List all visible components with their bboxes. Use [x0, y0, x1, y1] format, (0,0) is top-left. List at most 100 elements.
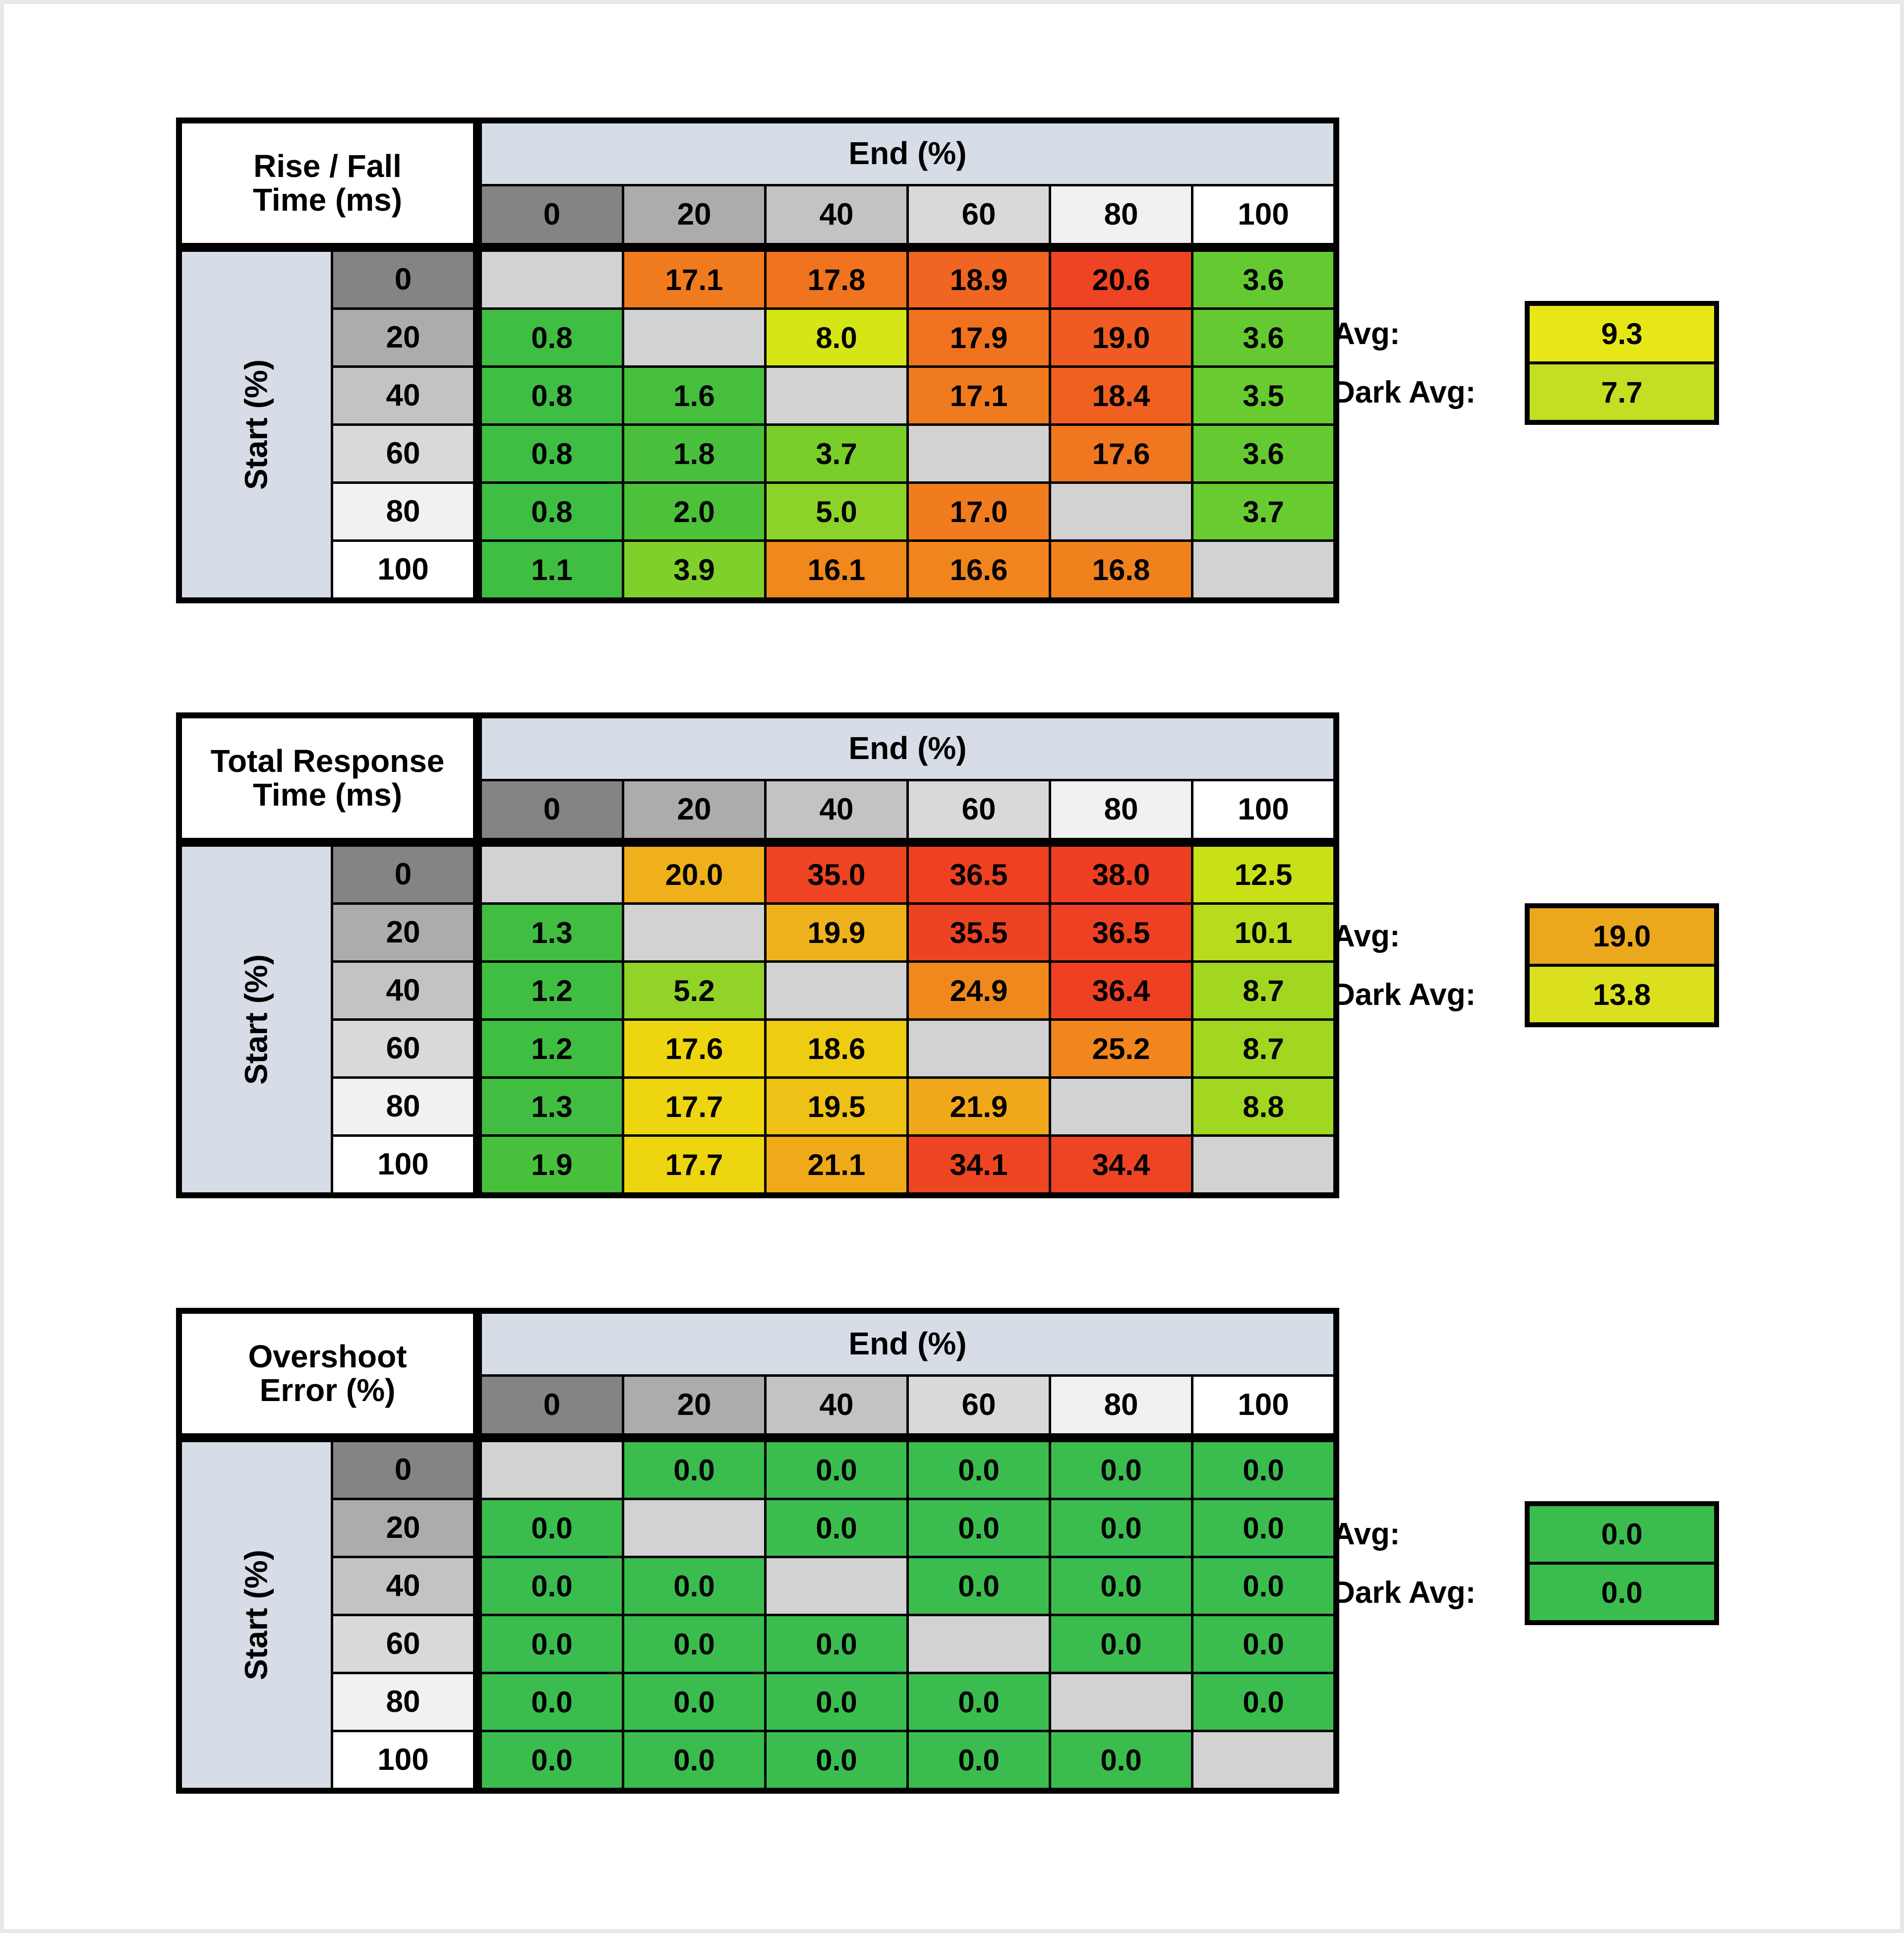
- matrix-cell: 3.7: [767, 426, 906, 481]
- matrix-cell: 1.2: [482, 1021, 622, 1076]
- row-header-40: 40: [333, 963, 473, 1018]
- overshoot-error-avg-value: 0.0: [1530, 1506, 1714, 1562]
- matrix-cell: 0.0: [1051, 1442, 1191, 1498]
- matrix-cell: 1.1: [482, 542, 622, 597]
- column-header-40: 40: [767, 781, 906, 838]
- matrix-cell: 0.0: [909, 1442, 1049, 1498]
- matrix-cell: 0.0: [624, 1616, 764, 1672]
- row-header-0: 0: [333, 847, 473, 902]
- matrix-cell: 35.5: [909, 905, 1049, 960]
- matrix-cell: 17.6: [624, 1021, 764, 1076]
- matrix-cell: 1.2: [482, 963, 622, 1018]
- column-header-100: 100: [1193, 1377, 1333, 1433]
- matrix-cell: 36.5: [1051, 905, 1191, 960]
- overshoot-error-title-line: Overshoot: [248, 1339, 407, 1375]
- matrix-cell: 8.7: [1193, 963, 1333, 1018]
- matrix-cell: 24.9: [909, 963, 1049, 1018]
- matrix-cell: 0.0: [767, 1674, 906, 1730]
- rise-fall-time-dark-avg-value: 7.7: [1530, 364, 1714, 420]
- matrix-cell: 17.6: [1051, 426, 1191, 481]
- matrix-cell: 18.4: [1051, 368, 1191, 423]
- matrix-cell: [767, 963, 906, 1018]
- overshoot-error-dark-avg-label: Dark Avg:: [1333, 1575, 1476, 1610]
- end-percent-label: End (%): [482, 718, 1333, 779]
- total-response-time-dark-avg-label: Dark Avg:: [1333, 977, 1476, 1012]
- start-percent-label: Start (%): [182, 847, 331, 1192]
- matrix-cell: 0.8: [482, 484, 622, 539]
- matrix-cell: 0.0: [909, 1500, 1049, 1556]
- total-response-time-title: Total Response Time (ms): [182, 718, 473, 838]
- overshoot-error-avg-label: Avg:: [1333, 1517, 1400, 1551]
- matrix-cell: 0.0: [767, 1732, 906, 1788]
- matrix-cell: [1051, 1674, 1191, 1730]
- matrix-cell: 0.0: [1051, 1732, 1191, 1788]
- column-header-100: 100: [1193, 186, 1333, 243]
- row-header-80: 80: [333, 484, 473, 539]
- matrix-cell: 17.7: [624, 1137, 764, 1192]
- matrix-cell: 0.0: [1193, 1674, 1333, 1730]
- matrix-cell: 0.0: [1051, 1616, 1191, 1672]
- matrix-cell: 0.0: [767, 1616, 906, 1672]
- overshoot-error-title: Overshoot Error (%): [182, 1314, 473, 1433]
- matrix-cell: 36.4: [1051, 963, 1191, 1018]
- matrix-cell: 0.0: [1193, 1500, 1333, 1556]
- column-header-20: 20: [624, 186, 764, 243]
- matrix-cell: 18.6: [767, 1021, 906, 1076]
- overshoot-error-table: Overshoot Error (%) End (%) 0 20 40 60 80 100 Sta…: [176, 1308, 1339, 1794]
- matrix-cell: 3.6: [1193, 252, 1333, 307]
- column-header-60: 60: [909, 186, 1049, 243]
- row-header-60: 60: [333, 426, 473, 481]
- matrix-cell: 8.7: [1193, 1021, 1333, 1076]
- matrix-cell: 0.0: [624, 1558, 764, 1614]
- matrix-cell: 1.3: [482, 1079, 622, 1134]
- matrix-cell: 0.0: [482, 1616, 622, 1672]
- matrix-cell: 0.0: [624, 1732, 764, 1788]
- column-header-40: 40: [767, 186, 906, 243]
- matrix-cell: 20.0: [624, 847, 764, 902]
- overshoot-error-dark-avg-value: 0.0: [1530, 1565, 1714, 1620]
- column-header-20: 20: [624, 1377, 764, 1433]
- matrix-cell: [624, 310, 764, 365]
- matrix-cell: 0.8: [482, 426, 622, 481]
- matrix-cell: 3.6: [1193, 310, 1333, 365]
- column-header-40: 40: [767, 1377, 906, 1433]
- row-header-80: 80: [333, 1674, 473, 1730]
- overshoot-error-title-line: Error (%): [259, 1372, 396, 1408]
- matrix-cell: 34.1: [909, 1137, 1049, 1192]
- row-header-40: 40: [333, 368, 473, 423]
- matrix-cell: 0.0: [767, 1500, 906, 1556]
- matrix-cell: 25.2: [1051, 1021, 1191, 1076]
- row-header-20: 20: [333, 1500, 473, 1556]
- matrix-cell: 5.2: [624, 963, 764, 1018]
- matrix-cell: 1.6: [624, 368, 764, 423]
- matrix-cell: 16.6: [909, 542, 1049, 597]
- column-header-80: 80: [1051, 781, 1191, 838]
- row-header-0: 0: [333, 1442, 473, 1498]
- start-percent-label: Start (%): [182, 1442, 331, 1788]
- row-header-20: 20: [333, 310, 473, 365]
- row-header-80: 80: [333, 1079, 473, 1134]
- column-header-60: 60: [909, 1377, 1049, 1433]
- matrix-cell: [909, 1616, 1049, 1672]
- end-percent-label: End (%): [482, 123, 1333, 184]
- matrix-cell: 10.1: [1193, 905, 1333, 960]
- total-response-time-dark-avg-value: 13.8: [1530, 967, 1714, 1022]
- matrix-cell: 21.9: [909, 1079, 1049, 1134]
- total-response-time-table: Total Response Time (ms) End (%) 0 20 40 60 80 1…: [176, 712, 1339, 1198]
- matrix-cell: 0.0: [1051, 1558, 1191, 1614]
- matrix-cell: [482, 847, 622, 902]
- matrix-cell: 0.8: [482, 310, 622, 365]
- row-header-40: 40: [333, 1558, 473, 1614]
- matrix-cell: 0.0: [1051, 1500, 1191, 1556]
- rise-fall-time-title-line: Time (ms): [252, 181, 403, 218]
- matrix-cell: 0.0: [1193, 1558, 1333, 1614]
- matrix-cell: 1.9: [482, 1137, 622, 1192]
- matrix-cell: 1.3: [482, 905, 622, 960]
- matrix-cell: 20.6: [1051, 252, 1191, 307]
- matrix-cell: 0.0: [482, 1558, 622, 1614]
- matrix-cell: [1193, 1732, 1333, 1788]
- end-percent-label: End (%): [482, 1314, 1333, 1374]
- column-header-0: 0: [482, 781, 622, 838]
- matrix-cell: [624, 905, 764, 960]
- row-header-100: 100: [333, 542, 473, 597]
